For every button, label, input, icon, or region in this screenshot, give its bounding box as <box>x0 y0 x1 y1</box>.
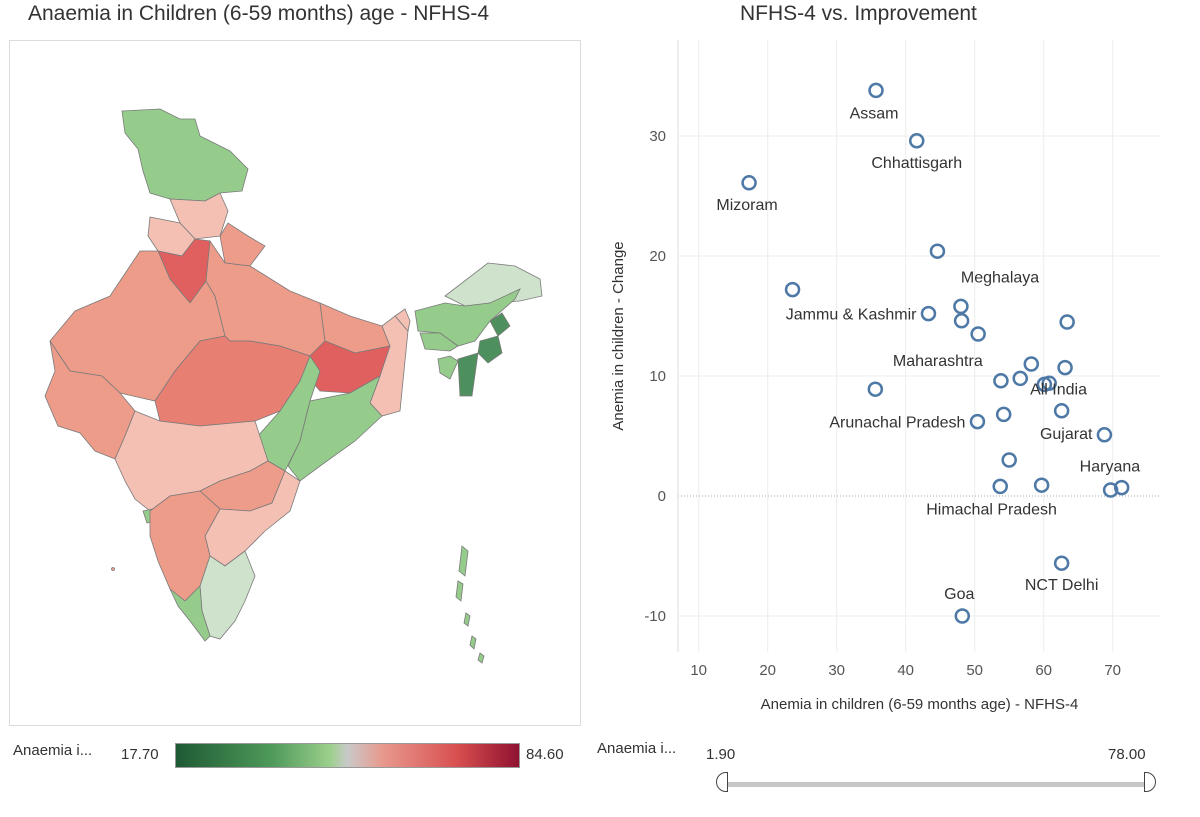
filter-slider-label: Anaemia i... <box>597 740 677 757</box>
color-scale-min: 17.70 <box>121 746 159 763</box>
filter-slider-min-value: 1.90 <box>706 746 736 763</box>
state-sikkim[interactable] <box>394 308 411 332</box>
y-tick-label: -10 <box>644 608 666 625</box>
scatter-point[interactable] <box>1023 356 1040 372</box>
filter-slider-track[interactable] <box>722 782 1148 787</box>
x-tick-label: 10 <box>690 662 707 679</box>
point-label: Maharashtra <box>893 353 983 370</box>
scatter-point[interactable] <box>1096 427 1113 443</box>
scatter-point[interactable] <box>953 313 970 329</box>
point-label: Assam <box>850 105 899 122</box>
state-tripura[interactable] <box>437 355 459 380</box>
india-choropleth-map[interactable] <box>9 40 581 726</box>
scatter-title: NFHS-4 vs. Improvement <box>740 2 977 25</box>
filter-slider-handle-max[interactable] <box>1144 772 1156 792</box>
scatter-point[interactable] <box>1012 370 1028 387</box>
scatter-point[interactable] <box>741 175 757 191</box>
scatter-point[interactable] <box>1057 359 1073 376</box>
point-label: Meghalaya <box>961 269 1039 286</box>
scatter-point[interactable] <box>1113 479 1130 496</box>
x-tick-label: 60 <box>1035 662 1052 679</box>
state-lakshadweep[interactable] <box>111 567 115 571</box>
x-axis-title: Anemia in children (6-59 months age) - N… <box>761 696 1079 713</box>
map-canvas <box>44 108 543 664</box>
point-label: Gujarat <box>1040 426 1093 443</box>
x-tick-label: 20 <box>759 662 776 679</box>
scatter-point[interactable] <box>1053 403 1070 419</box>
y-tick-label: 30 <box>649 128 666 145</box>
scatter-point[interactable] <box>1001 452 1017 468</box>
map-legend-label: Anaemia i... <box>13 742 93 759</box>
filter-slider-handle-min[interactable] <box>716 772 728 792</box>
state-manipur[interactable] <box>477 335 503 364</box>
state-meghalaya[interactable] <box>419 332 459 352</box>
point-label: Mizoram <box>716 197 777 214</box>
point-label: All India <box>1030 382 1087 399</box>
color-scale-max: 84.60 <box>526 746 564 763</box>
scatter-point[interactable] <box>1033 477 1050 493</box>
point-label: Chhattisgarh <box>871 155 962 172</box>
point-label: Arunachal Pradesh <box>829 415 965 432</box>
point-label: Goa <box>944 586 974 603</box>
scatter-point[interactable] <box>992 478 1008 495</box>
state-tamil-nadu[interactable] <box>199 550 256 640</box>
scatter-point[interactable] <box>969 413 986 430</box>
state-odisha[interactable] <box>287 375 383 482</box>
x-tick-label: 50 <box>966 662 983 679</box>
point-label: NCT Delhi <box>1025 577 1099 594</box>
point-label: Haryana <box>1080 459 1141 476</box>
scatter-point[interactable] <box>929 243 946 259</box>
scatter-point[interactable] <box>1041 375 1057 391</box>
state-kerala[interactable] <box>169 585 211 642</box>
state-andaman-nicobar[interactable] <box>455 545 485 664</box>
scatter-plot: 10 20 30 40 50 60 70 -10 0 10 20 30 Anemia in childr… <box>610 40 1161 713</box>
point-label: Jammu & Kashmir <box>786 307 917 324</box>
scatter-point[interactable] <box>1059 314 1075 330</box>
scatter-point[interactable] <box>993 373 1009 389</box>
state-mizoram[interactable] <box>457 352 479 397</box>
scatter-point[interactable] <box>1102 482 1119 498</box>
scatter-point[interactable] <box>953 298 969 315</box>
color-scale-ramp <box>175 743 520 768</box>
scatter-point[interactable] <box>954 608 971 624</box>
state-nagaland[interactable] <box>489 312 511 337</box>
scatter-point[interactable] <box>867 381 884 397</box>
y-tick-label: 0 <box>658 488 666 505</box>
scatter-point[interactable] <box>908 133 925 149</box>
state-jammu-kashmir[interactable] <box>121 108 249 202</box>
scatter-point[interactable] <box>920 305 937 322</box>
y-tick-label: 10 <box>649 368 666 385</box>
state-uttarakhand[interactable] <box>219 222 266 267</box>
scatter-point[interactable] <box>1053 555 1070 571</box>
y-axis-title: Anemia in children - Change <box>610 241 627 430</box>
x-tick-label: 70 <box>1104 662 1121 679</box>
y-tick-label: 20 <box>649 248 666 265</box>
scatter-point[interactable] <box>868 82 884 99</box>
point-label: Himachal Pradesh <box>926 501 1057 518</box>
map-title: Anaemia in Children (6-59 months) age - … <box>28 2 490 25</box>
x-tick-label: 30 <box>828 662 845 679</box>
filter-slider-max-value: 78.00 <box>1108 746 1146 763</box>
x-tick-label: 40 <box>897 662 914 679</box>
scatter-point[interactable] <box>995 406 1012 423</box>
scatter-point[interactable] <box>784 281 801 298</box>
scatter-point[interactable] <box>970 326 986 342</box>
state-arunachal-pradesh[interactable] <box>444 262 543 307</box>
